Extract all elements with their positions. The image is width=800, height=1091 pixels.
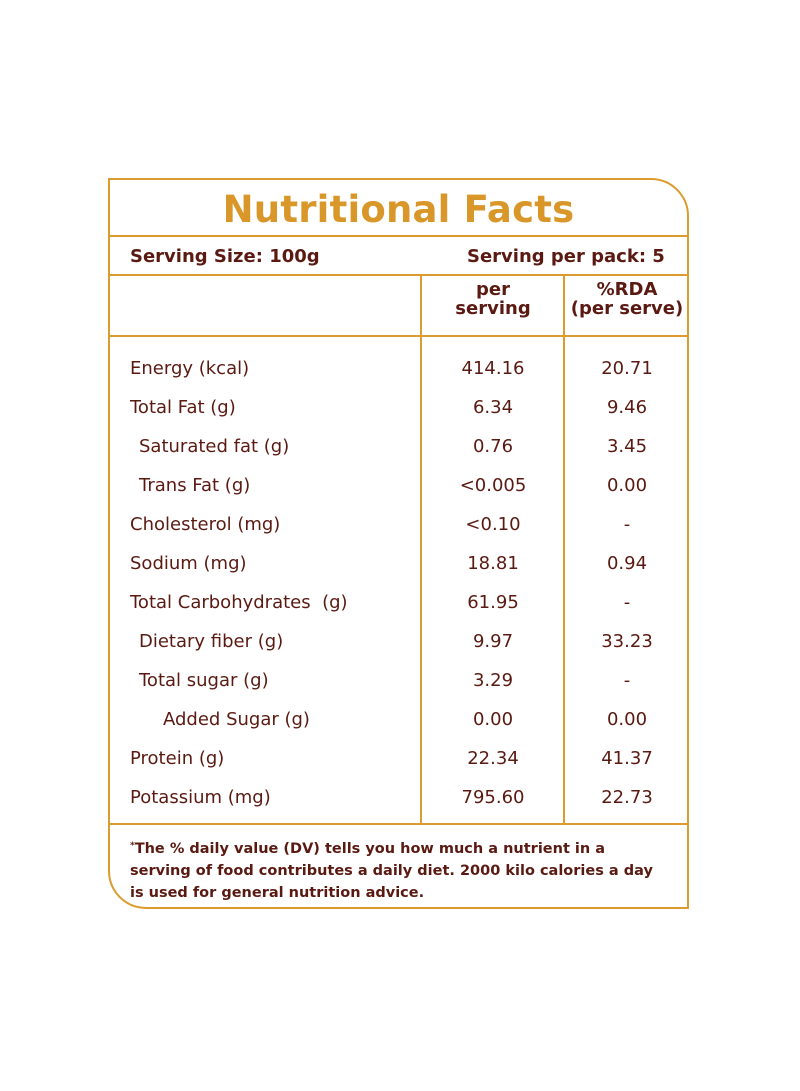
nutrient-rda: - [623, 514, 631, 535]
table-row: Total Fat (g) 6.34 9.46 [110, 388, 687, 427]
nutrient-value: 0.00 [472, 709, 514, 730]
panel-title: Nutritional Facts [222, 188, 575, 231]
table-row: Potassium (mg) 795.60 22.73 [110, 778, 687, 817]
nutrition-facts-panel: Nutritional Facts Serving Size: 100g Ser… [108, 178, 689, 909]
nutrient-value: 22.34 [467, 748, 519, 769]
nutrient-value: 3.29 [472, 670, 514, 691]
nutrient-name: Total Fat (g) [130, 397, 236, 418]
nutrient-rda: 3.45 [606, 436, 648, 457]
table-row: Protein (g) 22.34 41.37 [110, 739, 687, 778]
nutrient-value: 18.81 [467, 553, 519, 574]
nutrient-rda: 0.00 [606, 709, 648, 730]
header-rda-line2: (per serve) [570, 298, 684, 319]
column-divider [563, 275, 565, 823]
table-row: Dietary fiber (g) 9.97 33.23 [110, 622, 687, 661]
header-rda-line1: %RDA [596, 279, 658, 300]
header-per-serving-line1: per [476, 279, 510, 300]
nutrient-name: Sodium (mg) [130, 553, 247, 574]
nutrient-rda: 0.00 [606, 475, 648, 496]
nutrient-name: Potassium (mg) [130, 787, 271, 808]
divider [110, 823, 687, 825]
nutrient-value: 6.34 [472, 397, 514, 418]
footnote-mark: * [130, 841, 135, 851]
nutrient-name: Dietary fiber (g) [139, 631, 284, 652]
nutrient-value: 795.60 [461, 787, 525, 808]
nutrient-name: Cholesterol (mg) [130, 514, 281, 535]
nutrient-value: 9.97 [472, 631, 514, 652]
header-rda: %RDA (per serve) [565, 280, 689, 318]
divider [110, 274, 687, 276]
nutrient-rda: 41.37 [601, 748, 653, 769]
nutrient-rda: 9.46 [606, 397, 648, 418]
table-row: Total sugar (g) 3.29 - [110, 661, 687, 700]
footnote: *The % daily value (DV) tells you how mu… [130, 835, 670, 904]
divider [110, 335, 687, 337]
nutrient-name: Energy (kcal) [130, 358, 250, 379]
nutrient-name: Total Carbohydrates (g) [130, 592, 348, 613]
nutrient-value: <0.005 [459, 475, 527, 496]
footnote-text: The % daily value (DV) tells you how muc… [130, 841, 653, 901]
nutrient-rda: 22.73 [601, 787, 653, 808]
nutrient-rda: - [623, 592, 631, 613]
table-row: Sodium (mg) 18.81 0.94 [110, 544, 687, 583]
nutrient-value: 0.76 [472, 436, 514, 457]
nutrient-name: Protein (g) [130, 748, 225, 769]
table-row: Energy (kcal) 414.16 20.71 [110, 349, 687, 388]
header-per-serving: per serving [422, 280, 564, 318]
nutrient-rda: 20.71 [601, 358, 653, 379]
table-row: Cholesterol (mg) <0.10 - [110, 505, 687, 544]
column-divider [420, 275, 422, 823]
divider [110, 235, 687, 237]
table-row: Total Carbohydrates (g) 61.95 - [110, 583, 687, 622]
nutrient-value: <0.10 [465, 514, 521, 535]
header-per-serving-line2: serving [455, 298, 531, 319]
nutrient-name: Saturated fat (g) [139, 436, 290, 457]
nutrient-name: Added Sugar (g) [163, 709, 310, 730]
nutrient-rda: 0.94 [606, 553, 648, 574]
nutrient-value: 61.95 [467, 592, 519, 613]
nutrient-name: Total sugar (g) [139, 670, 269, 691]
nutrient-name: Trans Fat (g) [139, 475, 251, 496]
serving-size: Serving Size: 100g [130, 246, 320, 267]
table-row: Saturated fat (g) 0.76 3.45 [110, 427, 687, 466]
table-row: Added Sugar (g) 0.00 0.00 [110, 700, 687, 739]
table-row: Trans Fat (g) <0.005 0.00 [110, 466, 687, 505]
nutrient-rda: - [623, 670, 631, 691]
nutrient-value: 414.16 [461, 358, 525, 379]
nutrient-rda: 33.23 [601, 631, 653, 652]
serving-per-pack: Serving per pack: 5 [467, 246, 665, 267]
